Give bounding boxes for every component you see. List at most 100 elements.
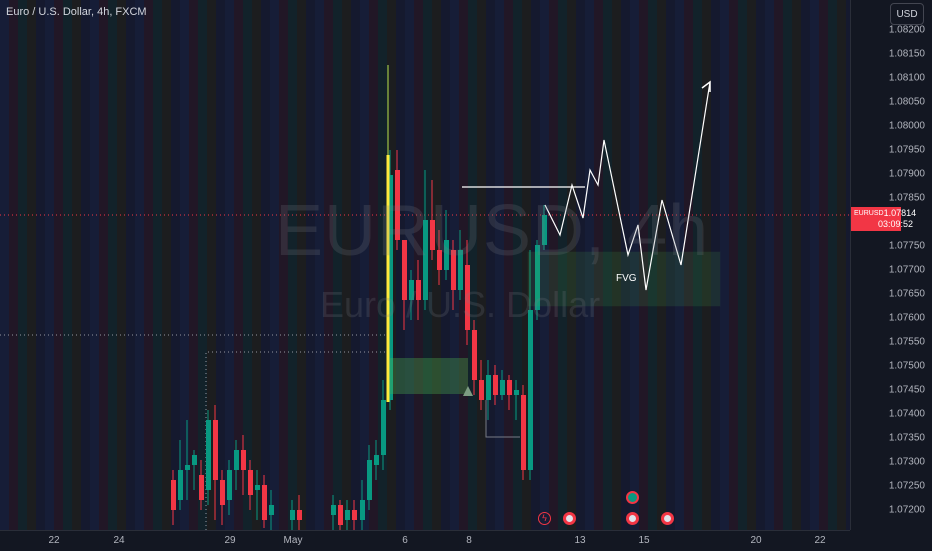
candle-body [395,170,400,240]
session-stripe [108,0,117,530]
price-tick-label: 1.08150 [888,48,925,60]
candle-body [465,265,470,330]
candle-body [213,420,218,480]
last-price-value: 1.07814 [883,208,917,218]
candle-body [402,240,407,300]
time-tick-label: 6 [402,535,408,546]
price-axis[interactable]: 1.08200 1.08150 1.08100 1.08050 1.08000 1.079… [850,0,932,530]
price-tick-label: 1.07400 [888,408,925,420]
last-price-tag: EURUSD 1.07814 03:09:52 [851,207,916,231]
session-stripe [297,0,306,530]
order-block-zone [390,358,468,394]
session-stripe [810,0,819,530]
time-tick-label: May [283,535,303,546]
price-tick-label: 1.07850 [888,192,925,204]
session-stripe [270,0,279,530]
candle-body [437,250,442,270]
us-flag-event-icon[interactable] [626,512,639,525]
session-stripe [27,0,36,530]
chart-pane[interactable] [0,0,850,530]
session-stripe [657,0,666,530]
price-tick-label: 1.08200 [888,24,925,36]
session-stripe [486,0,495,530]
session-stripe [612,0,621,530]
candle-body [255,485,260,490]
price-tick-label: 1.07750 [888,240,925,252]
session-stripe [333,0,342,530]
session-stripe [351,0,360,530]
time-axis[interactable]: 22 24 29 May 6 8 13 15 20 22 [0,530,850,551]
candle-body [535,245,540,310]
session-stripe [45,0,54,530]
candle-body [423,220,428,300]
session-stripe [135,0,144,530]
session-stripe [738,0,747,530]
price-tick-label: 1.07950 [888,144,925,156]
time-tick-label: 29 [224,535,236,546]
candle-body [514,390,519,395]
session-stripe [594,0,603,530]
candle-body [297,510,302,520]
last-price-symbol: EURUSD [854,210,884,217]
session-stripe [0,0,9,530]
us-flag-event-icon[interactable] [661,512,674,525]
time-tick-label: 8 [466,535,472,546]
candle-body [479,380,484,400]
price-tick-label: 1.07650 [888,288,925,300]
candle-body [521,395,526,470]
price-tick-label: 1.07350 [888,432,925,444]
session-stripe [9,0,18,530]
candle-body [185,465,190,470]
session-stripe [819,0,828,530]
candle-body [528,310,533,470]
session-stripe [621,0,630,530]
session-stripe [522,0,531,530]
candle-body [206,420,211,490]
session-stripe [342,0,351,530]
candle-body [542,215,547,245]
session-stripe [459,0,468,530]
candle-body [367,460,372,500]
session-stripe [72,0,81,530]
price-tick-label: 1.07300 [888,456,925,468]
session-stripe [90,0,99,530]
currency-button[interactable]: USD [890,3,924,25]
flash-event-icon[interactable]: ϟ [538,512,551,525]
session-stripe [216,0,225,530]
session-stripe [225,0,234,530]
candle-body [472,330,477,380]
session-stripe [252,0,261,530]
candle-body [409,280,414,300]
session-stripe [684,0,693,530]
session-stripe [603,0,612,530]
candle-body [374,455,379,465]
candle-body [331,505,336,515]
time-tick-label: 22 [48,535,60,546]
session-stripe [513,0,522,530]
session-stripe [405,0,414,530]
candle-body [493,375,498,395]
session-stripe [315,0,324,530]
candle-body [360,500,365,520]
session-stripe [18,0,27,530]
candle-body [241,450,246,470]
symbol-title[interactable]: Euro / U.S. Dollar, 4h, FXCM [6,6,147,18]
price-tick-label: 1.08100 [888,72,925,84]
session-stripe [711,0,720,530]
globe-event-icon[interactable] [626,491,639,504]
session-stripe [468,0,477,530]
candle-body [500,380,505,395]
time-tick-label: 20 [750,535,762,546]
us-flag-event-icon[interactable] [563,512,576,525]
projection-arrowhead [701,80,711,92]
candle-body [381,400,386,455]
session-stripe [99,0,108,530]
watermark-symbol: EURUSD, 4h [275,191,710,271]
session-stripe [279,0,288,530]
price-tick-label: 1.07450 [888,384,925,396]
session-stripe [477,0,486,530]
session-stripe [747,0,756,530]
session-stripe [288,0,297,530]
price-tick-label: 1.07500 [888,360,925,372]
candlestick-chart[interactable] [0,0,850,530]
